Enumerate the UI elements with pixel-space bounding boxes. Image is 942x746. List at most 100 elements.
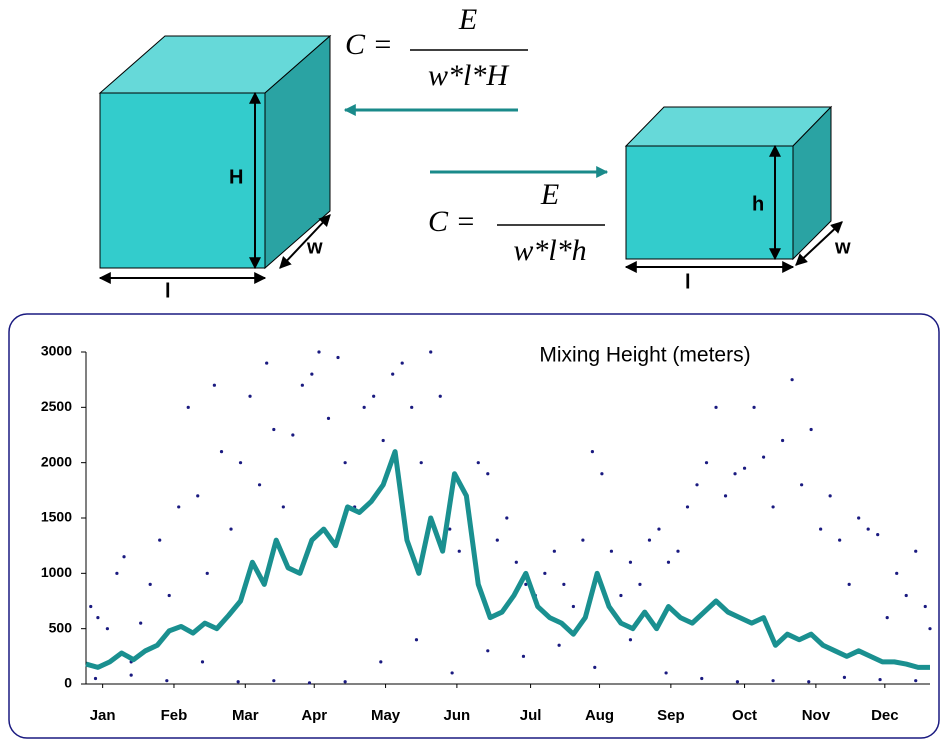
x-tick-label: Jul	[520, 707, 542, 724]
data-point	[372, 394, 376, 398]
data-point	[928, 627, 932, 631]
line	[85, 449, 930, 670]
x-tick-label: Jun	[444, 707, 471, 724]
width-label: w	[306, 236, 323, 258]
data-point	[219, 450, 224, 454]
y-tick-label: 2000	[41, 453, 72, 469]
data-point	[923, 604, 927, 609]
data-point	[581, 538, 585, 542]
data-point	[448, 527, 452, 531]
data-point	[809, 427, 813, 432]
chart-title: Mixing Height (meters)	[539, 344, 750, 367]
x-tick-label: Jan	[90, 707, 116, 724]
x-tick-label: Mar	[232, 707, 259, 724]
data-point	[486, 649, 490, 653]
data-point	[419, 461, 423, 465]
data-point	[771, 505, 775, 509]
data-point	[148, 582, 152, 587]
data-point	[186, 405, 190, 409]
formula-lhs: C =	[428, 205, 476, 238]
height-label: H	[229, 166, 243, 188]
data-point	[438, 394, 442, 398]
data-point	[590, 450, 595, 454]
data-point	[771, 679, 775, 683]
data-point	[664, 671, 668, 675]
data-point	[457, 549, 461, 553]
data-point	[212, 383, 216, 387]
y-tick-label: 3000	[41, 343, 72, 359]
data-point	[562, 582, 566, 587]
data-point	[486, 472, 490, 476]
data-point	[628, 560, 633, 564]
data-point	[876, 533, 880, 537]
data-point	[158, 538, 162, 542]
data-point	[476, 461, 480, 465]
formula-numerator: E	[540, 178, 559, 211]
data-point	[878, 677, 882, 682]
data-point	[514, 560, 518, 564]
data-point	[557, 643, 561, 647]
formula-lhs: C =	[345, 28, 393, 61]
data-point	[619, 593, 623, 598]
data-point	[885, 616, 889, 620]
data-point	[205, 571, 209, 575]
data-point	[914, 679, 918, 683]
data-point	[196, 494, 200, 498]
data-point	[657, 527, 661, 531]
data-point	[122, 555, 126, 559]
data-point	[167, 593, 171, 598]
data-point	[914, 549, 918, 553]
x-tick-label: May	[371, 707, 401, 724]
y-tick-label: 2500	[41, 398, 72, 414]
data-point	[600, 472, 604, 476]
data-point	[326, 416, 331, 420]
x-tick-label: Nov	[802, 707, 831, 724]
data-point	[847, 582, 851, 587]
data-point	[300, 383, 304, 387]
data-point	[336, 355, 340, 360]
data-point	[343, 680, 347, 684]
data-point	[248, 394, 252, 398]
data-point	[800, 483, 804, 487]
data-point	[229, 527, 233, 531]
data-point	[685, 505, 690, 509]
data-point	[857, 516, 861, 520]
x-tick-label: Sep	[657, 707, 685, 724]
data-point	[450, 671, 454, 675]
data-point	[723, 494, 728, 498]
data-point	[429, 350, 433, 354]
data-point	[105, 627, 109, 631]
data-point	[343, 461, 347, 465]
data-point	[129, 673, 133, 677]
data-point	[391, 372, 395, 376]
data-point	[571, 604, 575, 609]
x-tick-label: Apr	[301, 707, 327, 724]
data-point	[761, 455, 766, 459]
data-point	[742, 466, 747, 470]
x-tick-label: Feb	[161, 707, 188, 724]
chart: Mixing Height (meters) 0 500 1000 1500 2000 2…	[41, 343, 932, 724]
data-point	[609, 549, 614, 553]
data-point	[819, 527, 823, 531]
data-point	[410, 405, 414, 409]
data-point	[543, 571, 547, 575]
data-point	[307, 681, 312, 685]
data-point	[838, 538, 842, 542]
x-tick-label: Aug	[585, 707, 614, 724]
data-point	[139, 621, 143, 625]
data-point	[780, 438, 785, 443]
data-point	[362, 405, 366, 409]
data-point	[381, 438, 385, 443]
data-point	[904, 593, 908, 598]
data-point	[93, 676, 98, 681]
data-point	[695, 483, 699, 487]
formula-denominator: w*l*H	[428, 59, 510, 92]
data-point	[647, 538, 652, 542]
data-point	[505, 516, 509, 520]
data-point	[495, 538, 499, 542]
data-point	[866, 527, 870, 531]
data-point	[676, 549, 680, 553]
formula-denominator: w*l*h	[513, 234, 586, 267]
y-tick-label: 1500	[41, 509, 72, 525]
